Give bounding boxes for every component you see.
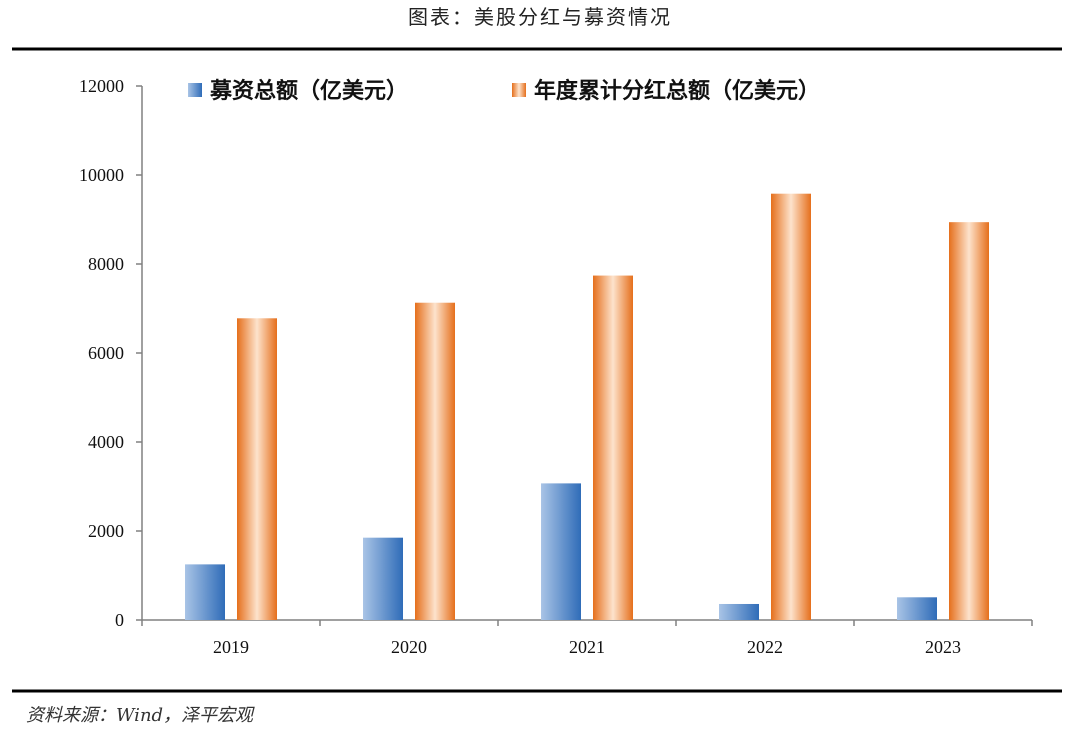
y-tick-label: 4000	[88, 432, 124, 452]
fundraising-bar-2019	[185, 564, 225, 620]
legend-swatch-fundraising	[188, 83, 202, 97]
y-tick-label: 8000	[88, 254, 124, 274]
fundraising-bar-2023	[897, 597, 937, 620]
y-tick-label: 0	[115, 610, 124, 630]
dividend-bar-2022	[771, 193, 811, 620]
dividend-bar-2023	[949, 222, 989, 621]
y-tick-label: 10000	[79, 165, 124, 185]
y-tick-label: 12000	[79, 76, 124, 96]
legend: 募资总额（亿美元） 年度累计分红总额（亿美元）	[188, 78, 820, 104]
plot-area: 0 2000 4000 6000 8000 10000 12000 2019 2020 2021 2…	[79, 76, 1033, 657]
legend-label-fundraising: 募资总额（亿美元）	[209, 78, 408, 104]
figure-title: 图表：美股分红与募资情况	[408, 5, 672, 29]
legend-label-dividend: 年度累计分红总额（亿美元）	[534, 78, 820, 104]
x-tick-label: 2021	[569, 637, 605, 657]
y-tick-label: 6000	[88, 343, 124, 363]
fundraising-bar-2021	[541, 483, 581, 620]
fundraising-bar-2020	[363, 537, 403, 620]
x-tick-label: 2022	[747, 637, 783, 657]
source-note: 资料来源：Wind，泽平宏观	[26, 705, 255, 726]
legend-swatch-dividend	[512, 83, 526, 97]
x-tick-label: 2020	[391, 637, 427, 657]
x-tick-label: 2019	[213, 637, 249, 657]
dividend-bar-2019	[237, 318, 277, 620]
y-tick-label: 2000	[88, 521, 124, 541]
dividend-bar-2021	[593, 275, 633, 620]
x-tick-label: 2023	[925, 637, 961, 657]
fundraising-bar-2022	[719, 603, 759, 620]
dividend-bar-2020	[415, 302, 455, 620]
